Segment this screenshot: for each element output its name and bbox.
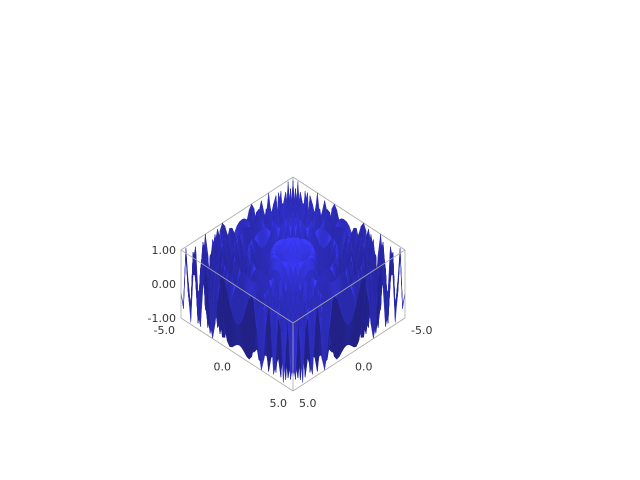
y-tick-label: 5.0 bbox=[299, 397, 317, 410]
z-tick-label: -1.00 bbox=[148, 312, 176, 325]
frame-edge bbox=[180, 176, 294, 251]
frame-edge bbox=[180, 317, 294, 392]
x-tick-label: -5.0 bbox=[154, 324, 175, 337]
surface-patch bbox=[185, 248, 191, 309]
surface-patch bbox=[180, 250, 187, 309]
bounding-box-front bbox=[180, 249, 406, 392]
z-tick-label: 0.00 bbox=[152, 278, 177, 291]
frame-edge bbox=[292, 317, 406, 392]
frame-edge bbox=[180, 249, 294, 324]
x-tick-label: 5.0 bbox=[270, 397, 288, 410]
x-tick-label: 0.0 bbox=[214, 361, 232, 374]
y-tick-label: -5.0 bbox=[411, 324, 432, 337]
z-tick-label: 1.00 bbox=[152, 244, 177, 257]
tick-labels: -1.00 0.00 1.00 -5.0 0.0 5.0 -5.0 0.0 5.0 bbox=[148, 244, 433, 410]
frame-edge bbox=[292, 249, 406, 324]
y-tick-label: 0.0 bbox=[355, 361, 373, 374]
surface-mesh bbox=[180, 180, 406, 383]
surface-patch bbox=[395, 248, 401, 309]
frame-edge bbox=[292, 176, 406, 251]
surface-patch bbox=[399, 250, 406, 309]
